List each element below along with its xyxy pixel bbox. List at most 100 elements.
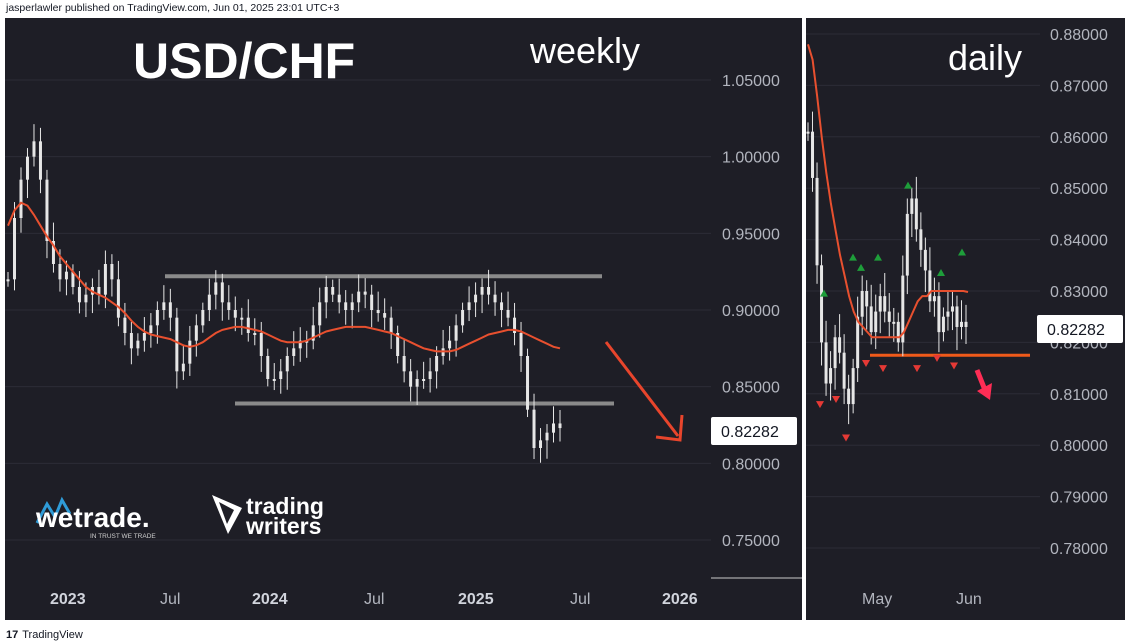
candle-body	[480, 287, 484, 295]
candle-body	[162, 302, 166, 310]
candle-body	[175, 317, 179, 372]
down-signal-marker	[933, 354, 941, 362]
candle-body	[285, 356, 289, 372]
candle-body	[344, 302, 348, 310]
daily-y-axis: 0.88000 0.87000 0.86000 0.85000 0.84000 0.830…	[1050, 27, 1108, 558]
x-tick-jul-2024: Jul	[364, 591, 384, 608]
candle-body	[811, 131, 815, 178]
candle-body	[838, 337, 842, 353]
candle-body	[964, 321, 968, 327]
daily-down-arrow	[974, 369, 992, 400]
candle-body	[298, 340, 302, 349]
candle-body	[959, 321, 963, 327]
candle-body	[337, 294, 341, 303]
candle-body	[833, 337, 837, 369]
up-signal-marker	[849, 253, 857, 261]
up-signal-marker	[937, 269, 945, 277]
tradingview-logo-icon: 17	[6, 629, 19, 641]
candle-body	[415, 379, 419, 387]
x-tick-jul-2023: Jul	[160, 591, 180, 608]
candle-body	[539, 440, 543, 448]
candle-body	[58, 264, 62, 280]
daily-y-tick: 0.87000	[1050, 78, 1108, 95]
candle-body	[487, 287, 491, 295]
candle-body	[97, 287, 101, 295]
svg-text:0.82282: 0.82282	[721, 424, 779, 441]
publisher-line: jasperlawler published on TradingView.co…	[6, 2, 340, 14]
candle-body	[910, 198, 914, 214]
candle-body	[856, 316, 860, 369]
x-tick-2024: 2024	[252, 591, 288, 608]
candle-body	[428, 371, 432, 379]
candle-body	[350, 302, 354, 310]
candle-body	[396, 333, 400, 356]
candle-body	[6, 279, 10, 282]
up-signal-marker	[874, 253, 882, 261]
weekly-y-tick: 0.75000	[722, 533, 780, 550]
candle-body	[869, 306, 873, 333]
candle-body	[941, 316, 945, 333]
candle-body	[901, 275, 905, 343]
candle-body	[500, 302, 504, 310]
candle-body	[914, 198, 918, 230]
daily-last-price-label: 0.82282	[1037, 315, 1123, 343]
weekly-candles	[6, 124, 562, 463]
candle-body	[45, 179, 49, 241]
candle-body	[272, 379, 276, 381]
trading-writers-logo: trading writers	[212, 493, 324, 539]
daily-y-tick: 0.85000	[1050, 181, 1108, 198]
down-signal-marker	[879, 365, 887, 373]
x-tick-jul-2025: Jul	[570, 591, 590, 608]
candle-body	[829, 368, 833, 384]
weekly-panel-bg	[5, 18, 802, 620]
daily-y-tick: 0.80000	[1050, 438, 1108, 455]
daily-y-tick: 0.81000	[1050, 387, 1108, 404]
x-tick-may: May	[862, 591, 892, 608]
candle-body	[865, 291, 869, 307]
daily-y-tick: 0.88000	[1050, 27, 1108, 44]
down-signal-marker	[913, 365, 921, 373]
candle-body	[19, 179, 23, 218]
candle-body	[448, 340, 452, 349]
candle-body	[32, 141, 36, 157]
x-tick-2026: 2026	[662, 591, 698, 608]
candle-body	[331, 287, 335, 295]
candle-body	[168, 302, 172, 318]
chart-title: USD/CHF	[133, 33, 355, 89]
down-signal-marker	[816, 401, 824, 409]
candle-body	[932, 296, 936, 302]
candle-body	[815, 177, 819, 266]
svg-text:trading: trading	[246, 493, 324, 519]
svg-text:0.82282: 0.82282	[1047, 322, 1105, 339]
weekly-down-arrow	[604, 341, 684, 442]
candle-body	[25, 156, 29, 180]
candle-body	[233, 310, 237, 318]
daily-y-tick: 0.78000	[1050, 541, 1108, 558]
candle-body	[558, 423, 562, 429]
candle-body	[259, 333, 263, 356]
daily-signal-markers	[816, 181, 966, 442]
daily-y-tick: 0.83000	[1050, 284, 1108, 301]
weekly-y-tick: 1.05000	[722, 73, 780, 90]
candle-body	[820, 265, 824, 343]
candle-body	[950, 306, 954, 312]
candle-body	[389, 317, 393, 333]
weekly-y-tick: 0.80000	[722, 456, 780, 473]
down-signal-marker	[862, 359, 870, 367]
candle-body	[279, 371, 283, 379]
candle-body	[324, 287, 328, 303]
candle-body	[129, 333, 133, 349]
candle-body	[71, 271, 75, 287]
candle-body	[851, 368, 855, 405]
candle-body	[923, 249, 927, 271]
candle-body	[493, 294, 497, 303]
daily-y-tick: 0.79000	[1050, 490, 1108, 507]
weekly-y-tick: 0.95000	[722, 226, 780, 243]
candle-body	[545, 432, 549, 441]
daily-gridlines	[806, 33, 1040, 549]
candle-body	[409, 371, 413, 387]
weekly-period-label: weekly	[529, 30, 640, 71]
up-signal-marker	[904, 181, 912, 189]
candle-body	[136, 340, 140, 349]
